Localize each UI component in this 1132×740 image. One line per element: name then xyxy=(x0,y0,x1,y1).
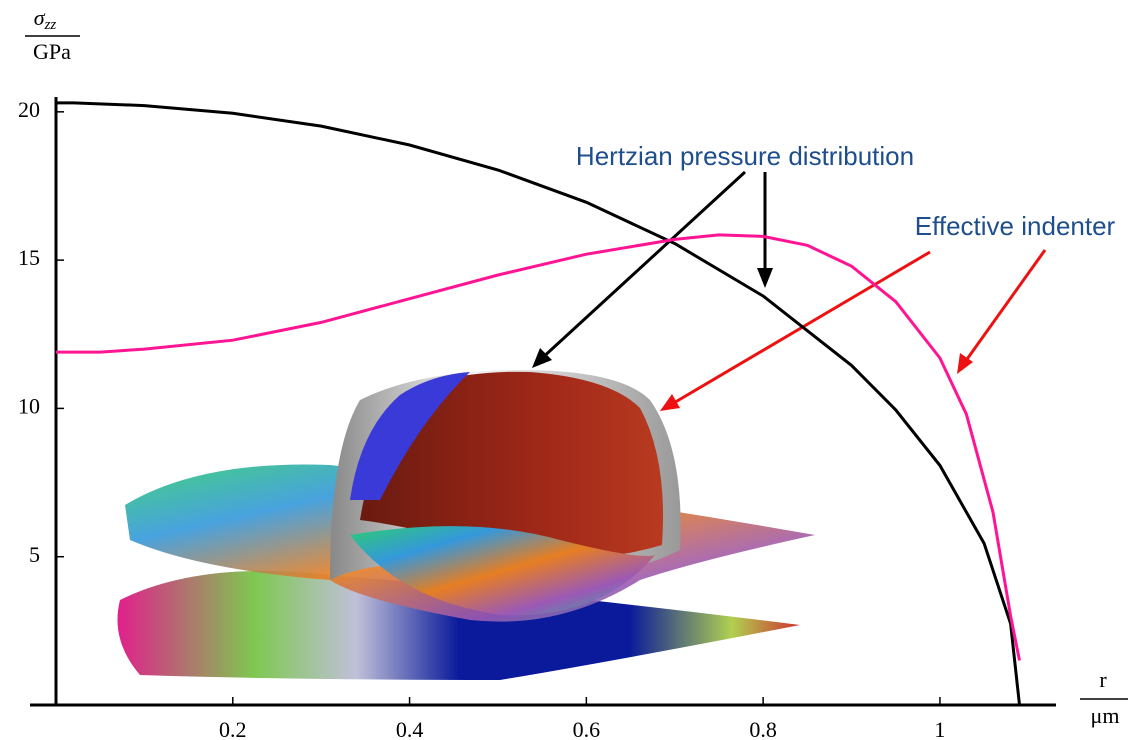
y-tick-label: 5 xyxy=(29,542,40,567)
y-label: σzz xyxy=(34,5,57,33)
chart: Hertzian pressure distribution Effective… xyxy=(0,0,1132,740)
x-tick-label: 0.4 xyxy=(396,717,424,740)
y-tick-label: 20 xyxy=(18,97,40,122)
x-tick-label: 0.2 xyxy=(219,717,247,740)
page: {"chart_data": {"type": "line", "y_label… xyxy=(0,0,1132,740)
x-unit: μm xyxy=(1091,703,1120,728)
x-label: r xyxy=(1099,667,1107,692)
y-subscript: zz xyxy=(44,17,57,33)
annotation: Hertzian pressure distribution xyxy=(576,141,914,171)
x-tick-label: 0.8 xyxy=(749,717,777,740)
arrow xyxy=(672,252,930,404)
x-tick-label: 1 xyxy=(934,717,945,740)
arrows xyxy=(532,172,1045,411)
annotation: Effective indenter xyxy=(915,211,1116,241)
y-unit: GPa xyxy=(33,39,71,64)
inset-3d xyxy=(118,370,816,680)
arrowhead xyxy=(757,268,773,288)
y-tick-label: 10 xyxy=(18,393,40,418)
y-tick-label: 15 xyxy=(18,245,40,270)
arrow xyxy=(965,250,1045,362)
x-tick-label: 0.6 xyxy=(573,717,601,740)
